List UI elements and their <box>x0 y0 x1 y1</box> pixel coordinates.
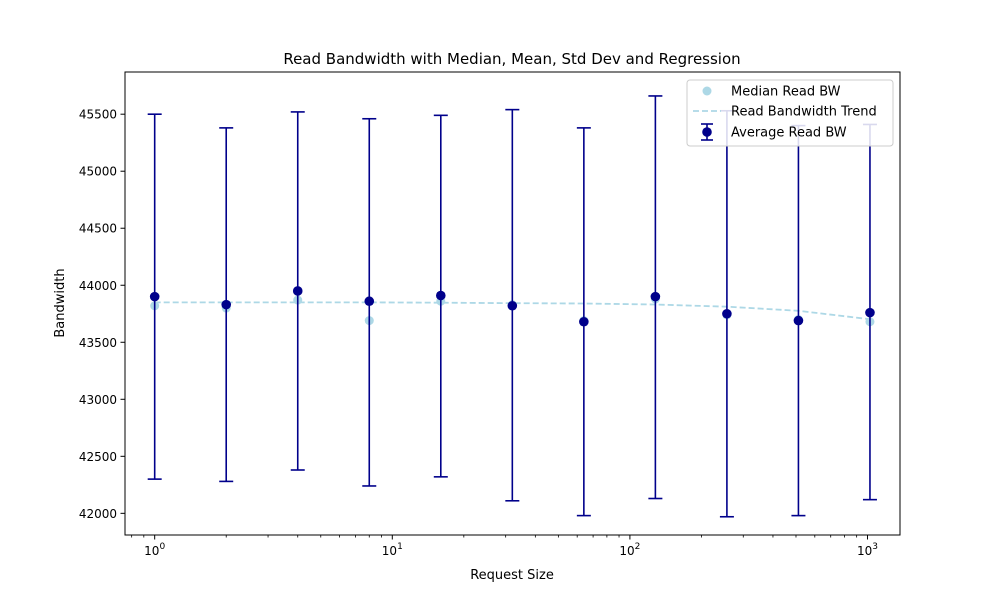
average-point <box>865 307 875 318</box>
y-tick-label: 42500 <box>79 450 117 464</box>
legend-box <box>686 79 894 147</box>
average-point <box>793 315 804 326</box>
average-point <box>292 286 303 296</box>
legend-average-marker <box>702 127 712 137</box>
y-tick-label: 43000 <box>79 393 117 407</box>
average-point <box>507 300 518 311</box>
legend: Median Read BW Read Bandwidth Trend Averag… <box>686 79 894 147</box>
axes-frame <box>124 71 901 536</box>
average-point <box>650 291 661 302</box>
average-point <box>364 296 375 307</box>
chart-title: Read Bandwidth with Median, Mean, Std De… <box>283 50 740 68</box>
legend-median-marker <box>702 86 712 96</box>
y-axis-label: Bandwidth <box>53 268 68 337</box>
x-tick-label: 102 <box>619 542 640 558</box>
average-point <box>149 291 160 302</box>
y-tick-label: 45500 <box>79 108 117 122</box>
y-tick-label: 42000 <box>79 507 117 521</box>
x-axis-label: Request Size <box>470 568 554 583</box>
y-axis: 42000 42500 43000 43500 44000 44500 45000 45500 <box>79 108 125 521</box>
y-tick-label: 44000 <box>79 279 117 293</box>
legend-label-trend: Read Bandwidth Trend <box>731 105 877 120</box>
average-point <box>579 316 589 327</box>
legend-label-average: Average Read BW <box>731 126 847 141</box>
x-tick-label: 101 <box>382 542 403 558</box>
average-point <box>221 299 232 310</box>
x-axis: 100 101 102 103 <box>131 535 878 558</box>
average-point <box>722 308 732 319</box>
trend-line <box>154 301 871 321</box>
average-point <box>435 290 446 301</box>
y-tick-label: 44500 <box>79 222 117 236</box>
y-tick-label: 43500 <box>79 336 117 350</box>
y-tick-label: 45000 <box>79 165 117 179</box>
plot-area <box>147 95 877 518</box>
x-tick-label: 100 <box>144 542 165 558</box>
legend-label-median: Median Read BW <box>731 85 841 100</box>
x-tick-label: 103 <box>857 542 878 558</box>
